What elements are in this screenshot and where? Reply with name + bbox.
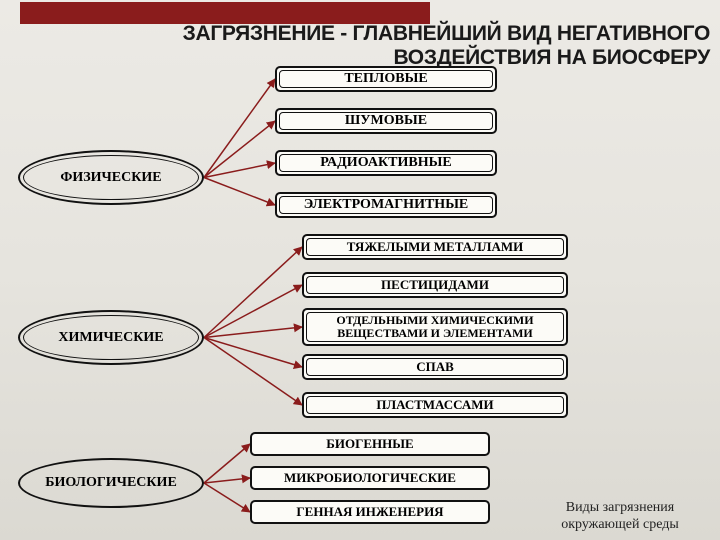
connector [204, 247, 302, 338]
connector [204, 163, 275, 178]
b-micro: МИКРОБИОЛОГИЧЕСКИЕ [250, 466, 490, 490]
connector [204, 285, 302, 338]
b-plastic: ПЛАСТМАССАМИ [302, 392, 568, 418]
b-noise: ШУМОВЫЕ [275, 108, 497, 134]
connector [204, 121, 275, 178]
b-chem-el: ОТДЕЛЬНЫМИ ХИМИЧЕСКИМИ ВЕЩЕСТВАМИ И ЭЛЕМ… [302, 308, 568, 346]
b-em: ЭЛЕКТРОМАГНИТНЫЕ [275, 192, 497, 218]
connector [204, 327, 302, 338]
hub-chem: ХИМИЧЕСКИЕ [18, 310, 204, 365]
b-thermal: ТЕПЛОВЫЕ [275, 66, 497, 92]
b-pest: ПЕСТИЦИДАМИ [302, 272, 568, 298]
accent-bar [20, 2, 430, 24]
connector [204, 338, 302, 368]
b-biogen: БИОГЕННЫЕ [250, 432, 490, 456]
page-title: ЗАГРЯЗНЕНИЕ - ГЛАВНЕЙШИЙ ВИД НЕГАТИВНОГО… [20, 22, 710, 70]
caption-text: Виды загрязнения окружающей среды [530, 500, 710, 534]
b-radio: РАДИОАКТИВНЫЕ [275, 150, 497, 176]
connector [204, 478, 250, 483]
connector [204, 338, 302, 406]
b-gene: ГЕННАЯ ИНЖЕНЕРИЯ [250, 500, 490, 524]
b-metals: ТЯЖЕЛЫМИ МЕТАЛЛАМИ [302, 234, 568, 260]
connector [204, 483, 250, 512]
b-spav: СПАВ [302, 354, 568, 380]
connector [204, 79, 275, 178]
connector [204, 178, 275, 206]
hub-phys: ФИЗИЧЕСКИЕ [18, 150, 204, 205]
hub-bio: БИОЛОГИЧЕСКИЕ [18, 458, 204, 508]
connector [204, 444, 250, 483]
